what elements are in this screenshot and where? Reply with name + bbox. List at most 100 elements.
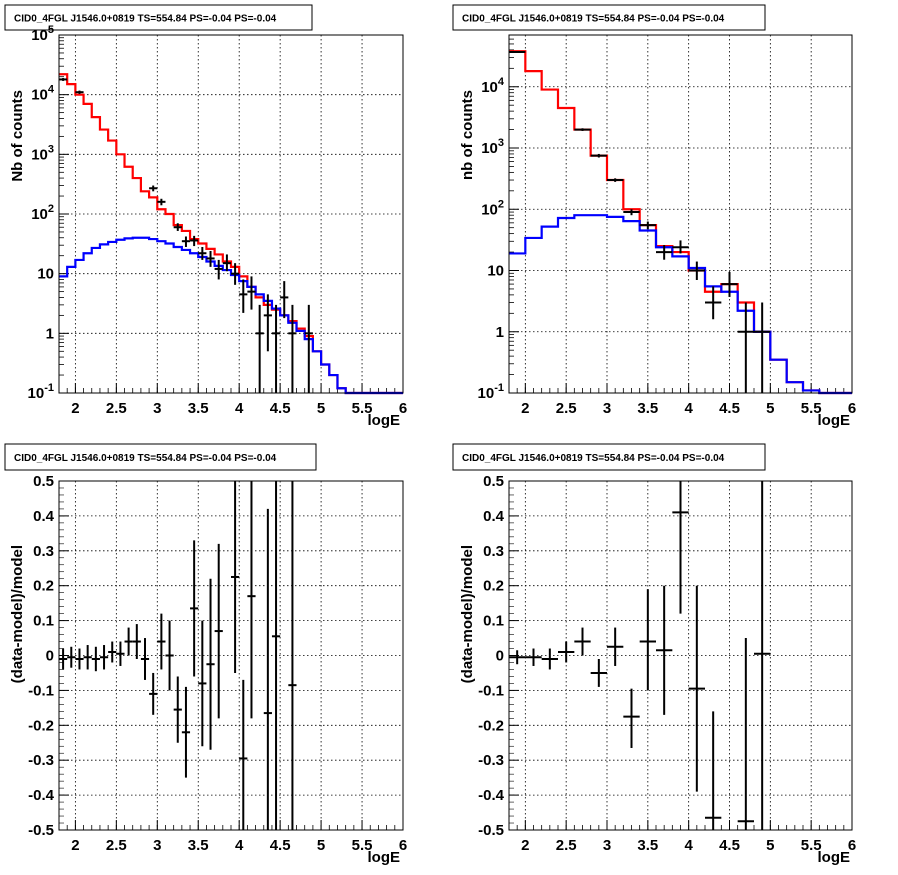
x-tick-label: 5.5 bbox=[801, 837, 822, 854]
data-point bbox=[607, 178, 624, 182]
data-point bbox=[623, 688, 640, 748]
data-point bbox=[737, 302, 754, 393]
x-tick-label: 2 bbox=[521, 837, 529, 854]
x-tick-label: 5 bbox=[766, 837, 774, 854]
data-point bbox=[165, 620, 174, 691]
x-axis-title: logE bbox=[818, 412, 851, 429]
data-point bbox=[754, 481, 771, 830]
y-tick-label: 10 bbox=[37, 266, 54, 283]
data-point bbox=[288, 481, 297, 830]
data-point bbox=[132, 624, 141, 659]
x-tick-label: 4 bbox=[684, 400, 693, 417]
y-tick-label: 102 bbox=[481, 198, 504, 218]
data-point bbox=[639, 589, 656, 691]
x-tick-label: 2.5 bbox=[106, 837, 127, 854]
chart-title: CID0_4FGL J1546.0+0819 TS=554.84 PS=-0.0… bbox=[14, 453, 277, 464]
data-point bbox=[639, 221, 656, 230]
data-point bbox=[558, 641, 575, 663]
y-tick-label: -0.1 bbox=[28, 682, 54, 699]
data-point bbox=[222, 254, 231, 272]
y-axis-title: (data-model)/model bbox=[459, 545, 476, 683]
data-point bbox=[181, 686, 191, 778]
y-tick-label: -0.1 bbox=[478, 682, 504, 699]
x-axis-title: logE bbox=[818, 849, 851, 866]
data-points bbox=[509, 50, 771, 393]
y-tick-label: -0.3 bbox=[28, 752, 54, 769]
x-tick-label: 2 bbox=[521, 400, 529, 417]
data-point bbox=[607, 627, 624, 666]
y-tick-label: -0.2 bbox=[28, 717, 54, 734]
data-point bbox=[705, 286, 722, 320]
data-point bbox=[190, 540, 199, 677]
data-point bbox=[509, 650, 526, 665]
data-point bbox=[590, 658, 607, 687]
y-tick-label: 104 bbox=[481, 76, 505, 96]
plot-frame bbox=[508, 34, 853, 394]
y-tick-label: -0.4 bbox=[478, 787, 505, 804]
data-point bbox=[181, 236, 191, 247]
y-tick-label: 1 bbox=[46, 325, 54, 342]
panel-bottom-right: CID0_4FGL J1546.0+0819 TS=554.84 PS=-0.0… bbox=[452, 443, 856, 866]
y-tick-label: 0.4 bbox=[33, 508, 55, 525]
grid-lines bbox=[59, 481, 403, 830]
y-tick-label: 0.1 bbox=[33, 613, 54, 630]
x-tick-label: 6 bbox=[848, 837, 856, 854]
grid-lines bbox=[59, 35, 403, 393]
data-point bbox=[59, 78, 68, 81]
x-tick-label: 4 bbox=[235, 400, 244, 417]
data-point bbox=[206, 250, 215, 267]
data-point bbox=[656, 245, 673, 260]
panel-bottom-left: CID0_4FGL J1546.0+0819 TS=554.84 PS=-0.0… bbox=[4, 443, 407, 866]
model-total-line bbox=[509, 50, 852, 395]
x-tick-label: 5 bbox=[766, 400, 774, 417]
x-tick-label: 2.5 bbox=[106, 400, 127, 417]
title-box bbox=[4, 443, 317, 471]
data-point bbox=[206, 578, 215, 750]
data-point bbox=[574, 627, 591, 656]
x-tick-label: 6 bbox=[399, 837, 407, 854]
y-tick-label: 0.3 bbox=[483, 543, 504, 560]
model-source-line bbox=[509, 214, 852, 395]
data-point bbox=[623, 209, 640, 216]
data-point bbox=[541, 648, 558, 670]
y-tick-label: 10 bbox=[487, 263, 504, 280]
data-point bbox=[271, 481, 281, 830]
data-point bbox=[721, 271, 738, 297]
x-tick-label: 5.5 bbox=[352, 400, 373, 417]
x-tick-label: 2 bbox=[71, 837, 79, 854]
title-box bbox=[452, 4, 766, 31]
data-point bbox=[157, 613, 166, 670]
x-tick-label: 2.5 bbox=[556, 837, 577, 854]
x-tick-label: 4 bbox=[235, 837, 244, 854]
y-tick-label: 103 bbox=[31, 143, 54, 163]
data-point bbox=[737, 638, 754, 830]
y-tick-label: 0.4 bbox=[483, 508, 505, 525]
data-point bbox=[140, 638, 150, 680]
y-tick-label: -0.5 bbox=[478, 822, 504, 839]
y-tick-label: -0.5 bbox=[28, 822, 54, 839]
data-point bbox=[288, 304, 297, 393]
data-point bbox=[271, 304, 281, 393]
x-tick-label: 5.5 bbox=[801, 400, 822, 417]
data-point bbox=[67, 646, 76, 668]
data-point bbox=[263, 294, 272, 352]
data-point bbox=[263, 508, 272, 830]
x-axis-title: logE bbox=[368, 849, 401, 866]
x-tick-label: 4.5 bbox=[270, 837, 291, 854]
x-tick-label: 4.5 bbox=[719, 400, 740, 417]
panel-top-left: CID0_4FGL J1546.0+0819 TS=554.84 PS=-0.0… bbox=[4, 4, 407, 429]
data-point bbox=[157, 198, 166, 206]
data-point bbox=[574, 128, 591, 131]
x-tick-label: 4.5 bbox=[719, 837, 740, 854]
x-tick-label: 2.5 bbox=[556, 400, 577, 417]
data-point bbox=[59, 648, 68, 670]
data-point bbox=[99, 645, 109, 670]
y-tick-label: 104 bbox=[31, 84, 55, 104]
data-point bbox=[590, 153, 607, 158]
chart-title: CID0_4FGL J1546.0+0819 TS=554.84 PS=-0.0… bbox=[14, 14, 277, 25]
y-tick-label: 105 bbox=[31, 24, 54, 44]
x-tick-label: 3 bbox=[603, 400, 611, 417]
y-tick-label: 102 bbox=[31, 203, 54, 223]
model-total-line bbox=[59, 73, 403, 395]
